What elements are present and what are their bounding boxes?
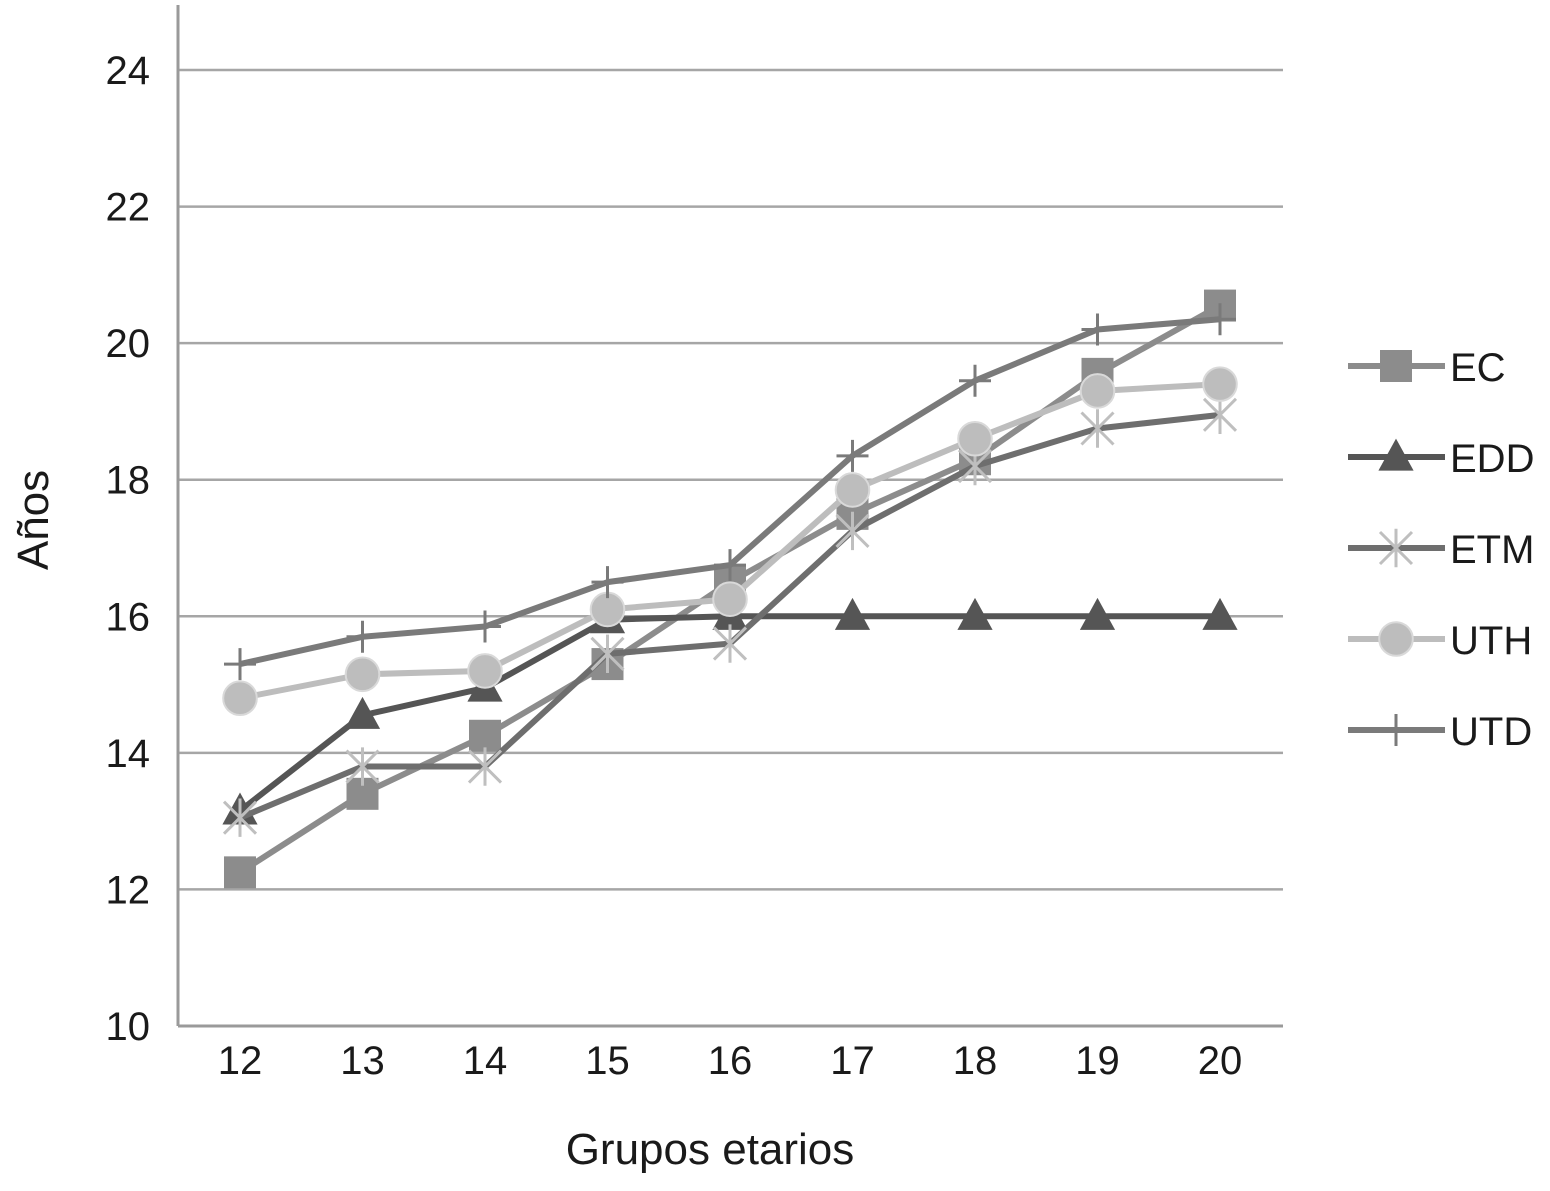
legend: EC EDD ETM UTH UTD — [1348, 346, 1534, 754]
series-uth — [222, 366, 1238, 717]
data-point — [835, 511, 870, 551]
data-point — [467, 747, 503, 786]
legend-item-utd: UTD — [1348, 710, 1532, 754]
data-point — [1380, 714, 1412, 746]
data-point — [1080, 409, 1115, 448]
legend-item-edd: EDD — [1348, 437, 1534, 481]
data-point — [1079, 373, 1116, 409]
x-tick-label: 12 — [218, 1039, 263, 1083]
y-axis-title: Años — [9, 470, 58, 570]
data-point — [1204, 303, 1236, 336]
x-tick-label: 18 — [953, 1039, 998, 1083]
data-point — [1202, 597, 1238, 630]
x-tick-label: 16 — [708, 1039, 753, 1083]
y-tick-label: 10 — [106, 1005, 151, 1049]
series-layer — [222, 289, 1238, 889]
data-point — [590, 634, 625, 674]
legend-label: EC — [1450, 346, 1506, 390]
x-tick-label: 15 — [585, 1039, 630, 1083]
data-point — [959, 364, 991, 397]
x-axis-title: Grupos etarios — [566, 1125, 855, 1174]
data-point — [712, 581, 748, 618]
data-point — [1378, 438, 1414, 471]
x-tick-label: 13 — [340, 1039, 385, 1083]
gridlines — [178, 68, 1283, 891]
x-tick-labels: 12 13 14 15 16 17 18 19 20 — [218, 1039, 1243, 1083]
data-point — [1380, 350, 1412, 382]
data-point — [836, 439, 869, 472]
data-point — [1378, 528, 1414, 568]
data-point — [346, 620, 379, 653]
data-point — [1202, 366, 1238, 402]
data-point — [1079, 597, 1116, 630]
data-point — [222, 798, 258, 837]
y-tick-label: 12 — [106, 868, 151, 912]
data-point — [1202, 395, 1238, 435]
data-point — [344, 656, 381, 693]
legend-label: UTH — [1450, 619, 1532, 663]
y-tick-label: 20 — [106, 322, 151, 366]
data-point — [834, 472, 871, 508]
legend-label: EDD — [1450, 437, 1534, 481]
data-point — [224, 856, 256, 889]
data-point — [469, 719, 501, 752]
y-tick-label: 24 — [106, 49, 151, 93]
y-tick-label: 16 — [106, 595, 151, 639]
data-point — [469, 610, 501, 643]
data-point — [467, 653, 503, 689]
legend-item-ec: EC — [1348, 346, 1506, 390]
y-tick-label: 14 — [106, 732, 151, 776]
data-point — [1081, 313, 1114, 346]
y-tick-label: 22 — [106, 186, 151, 230]
data-point — [345, 747, 380, 786]
legend-label: UTD — [1450, 710, 1532, 754]
legend-label: ETM — [1450, 528, 1534, 572]
x-tick-label: 17 — [830, 1039, 875, 1083]
data-point — [222, 680, 258, 717]
data-point — [834, 597, 871, 630]
x-tick-label: 20 — [1198, 1039, 1243, 1083]
data-point — [712, 624, 748, 663]
data-point — [957, 597, 993, 630]
y-tick-labels: 10 12 14 16 18 20 22 24 — [106, 49, 151, 1049]
data-point — [1378, 621, 1414, 657]
x-tick-label: 14 — [463, 1039, 508, 1083]
data-point — [344, 696, 381, 729]
data-point — [591, 566, 624, 599]
y-tick-label: 18 — [106, 459, 151, 503]
series-utd — [224, 303, 1236, 681]
legend-item-etm: ETM — [1348, 528, 1534, 572]
data-point — [714, 549, 746, 582]
legend-item-uth: UTH — [1348, 619, 1532, 663]
data-point — [957, 420, 993, 457]
x-tick-label: 19 — [1075, 1039, 1120, 1083]
data-point — [224, 648, 256, 681]
